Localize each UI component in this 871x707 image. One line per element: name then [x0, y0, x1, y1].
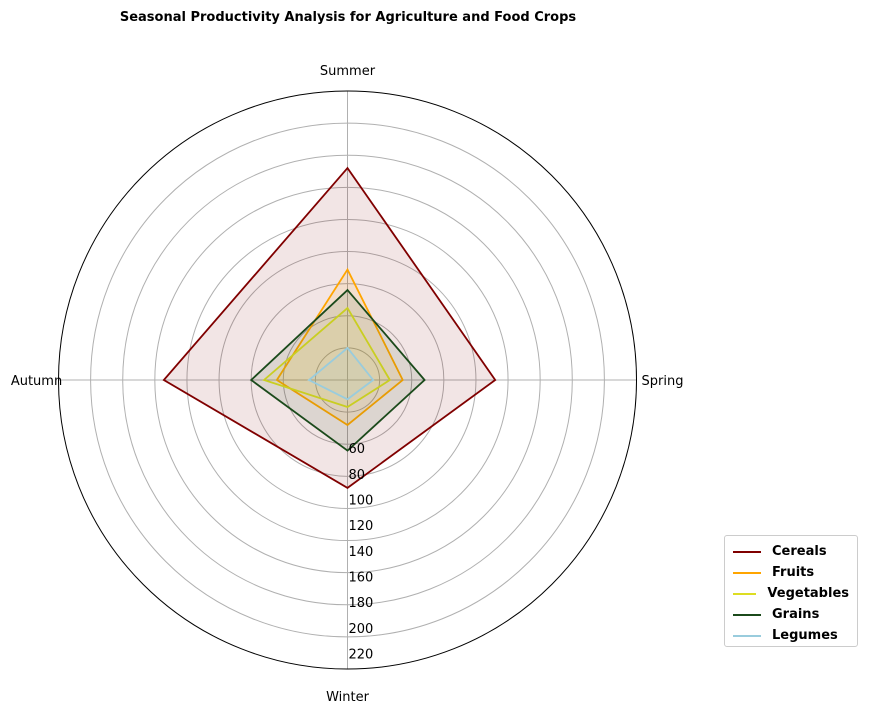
series-fill-vegetables: [264, 308, 390, 407]
legend-swatch: [733, 592, 757, 595]
tick-label: 100: [349, 493, 374, 508]
axis-label-autumn: Autumn: [11, 374, 62, 389]
radial-tick-labels: 60 80 100 120 140 160 180 200 220: [349, 442, 374, 663]
series-layer: [162, 166, 497, 489]
series-fill-fruits: [276, 269, 403, 425]
series-fill-cereals: [163, 168, 496, 488]
tick-label: 160: [349, 571, 374, 586]
tick-label: 220: [349, 648, 374, 663]
legend-swatch: [733, 550, 761, 553]
radial-grid: [58, 90, 637, 670]
tick-label: 120: [349, 519, 374, 534]
axis-labels: Spring Summer Autumn Winter: [11, 64, 684, 705]
series-line-grains: [249, 288, 426, 452]
tick-label: 80: [349, 468, 366, 483]
axis-label-winter: Winter: [326, 690, 370, 705]
axis-label-spring: Spring: [642, 374, 684, 389]
tick-label: 60: [349, 442, 366, 457]
tick-label: 180: [349, 596, 374, 611]
tick-label: 140: [349, 545, 374, 560]
chart-title: Seasonal Productivity Analysis for Agric…: [120, 10, 577, 25]
legend-label: Cereals: [772, 544, 827, 559]
series-line-cereals: [162, 166, 497, 489]
series-line-vegetables: [262, 306, 392, 408]
outer-frame: [58, 90, 637, 670]
legend-swatch: [733, 634, 761, 637]
legend-label: Fruits: [772, 565, 815, 580]
series-line-fruits: [275, 267, 404, 427]
legend-item-cereals: Cereals: [733, 541, 849, 562]
legend: Cereals Fruits Vegetables Grains Legumes: [724, 535, 858, 647]
tick-label: 200: [349, 622, 374, 637]
legend-swatch: [733, 613, 761, 616]
legend-item-grains: Grains: [733, 604, 849, 625]
legend-swatch: [733, 571, 761, 574]
legend-item-legumes: Legumes: [733, 625, 849, 646]
legend-item-vegetables: Vegetables: [733, 583, 849, 604]
legend-label: Vegetables: [767, 586, 849, 601]
axis-label-summer: Summer: [320, 64, 376, 79]
legend-label: Grains: [772, 607, 820, 622]
legend-item-fruits: Fruits: [733, 562, 849, 583]
legend-label: Legumes: [772, 628, 838, 643]
series-line-legumes: [307, 346, 375, 401]
